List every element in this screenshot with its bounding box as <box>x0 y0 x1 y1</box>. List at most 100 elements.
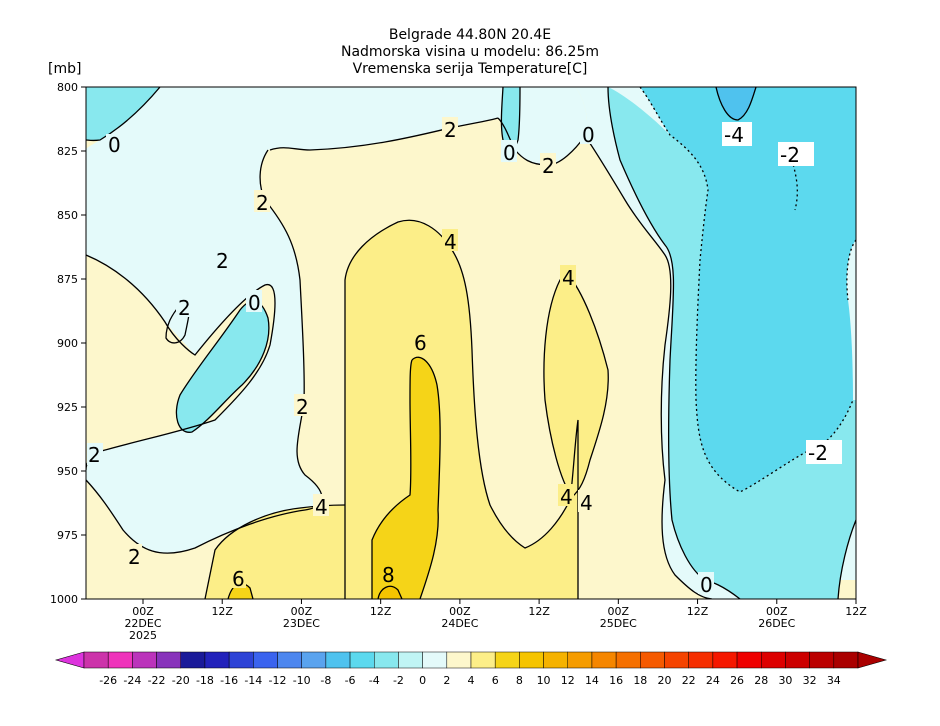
colorbar-label: 24 <box>706 674 720 687</box>
svg-text:2: 2 <box>128 545 141 569</box>
colorbar-swatch <box>688 651 714 669</box>
colorbar-swatch <box>712 651 738 669</box>
chart-title-line-1: Belgrade 44.80N 20.4E <box>389 27 551 43</box>
svg-text:-4: -4 <box>724 123 744 147</box>
svg-text:6: 6 <box>414 331 427 355</box>
contour-label: 6 <box>412 330 428 355</box>
contour-2-main <box>86 254 276 471</box>
x-tick-label: 00Z <box>449 605 471 618</box>
band-minus2-0-pocket <box>176 301 269 433</box>
colorbar-swatch <box>567 651 593 669</box>
colorbar-label: 22 <box>682 674 696 687</box>
colorbar-high-arrow <box>857 651 888 669</box>
colorbar-label: 14 <box>585 674 599 687</box>
contour-label: 2 <box>216 249 229 273</box>
colorbar-label: -22 <box>148 674 166 687</box>
colorbar-label: 20 <box>658 674 672 687</box>
colorbar-label: -8 <box>320 674 331 687</box>
colorbar-label: 18 <box>633 674 647 687</box>
colorbar-swatch <box>156 651 181 669</box>
colorbar-swatch <box>180 651 206 669</box>
colorbar-swatch <box>325 651 351 669</box>
contour-label: 2 <box>176 295 192 320</box>
colorbar-swatch <box>83 651 109 669</box>
contour-2-central <box>86 149 323 554</box>
colorbar-swatch <box>398 651 423 669</box>
colorbar-swatch <box>615 651 641 669</box>
x-tick-date: 23DEC <box>283 617 320 630</box>
band-6-8 <box>372 357 441 599</box>
colorbar-label: -14 <box>244 674 262 687</box>
colorbar-swatch <box>470 651 496 669</box>
contour-label: 6 <box>230 566 246 591</box>
colorbar-swatch <box>446 651 472 669</box>
colorbar-swatch <box>107 651 133 669</box>
y-tick-label: 900 <box>57 337 78 350</box>
contour-label: -2 <box>806 440 842 465</box>
colorbar-swatch <box>519 651 544 669</box>
contour-minus2-dotted-right <box>846 239 856 301</box>
contour-label: 2 <box>294 394 310 419</box>
colorbar-label: 32 <box>803 674 817 687</box>
colorbar-swatch <box>494 651 520 669</box>
x-tick-date: 25DEC <box>600 617 637 630</box>
svg-text:0: 0 <box>700 573 713 597</box>
band-4-6-right <box>543 275 609 497</box>
band-minus2-0-top <box>501 87 520 149</box>
contour-6-center <box>411 356 441 599</box>
x-tick-label: 12Z <box>687 605 709 618</box>
colorbar-swatch <box>422 651 448 669</box>
colorbar-swatch <box>277 651 302 669</box>
contour-label: 8 <box>380 562 396 587</box>
y-tick-label: 975 <box>57 529 78 542</box>
chart-title-line-2: Nadmorska visina u modelu: 86.25m <box>341 44 599 60</box>
y-tick-label: 1000 <box>50 593 78 606</box>
colorbar-label: 8 <box>516 674 523 687</box>
colorbar-swatch <box>785 651 810 669</box>
contour-0-left <box>86 87 161 142</box>
y-axis: 800 825 850 875 900 925 950 975 1000 <box>50 81 86 606</box>
colorbar-label: -18 <box>196 674 214 687</box>
colorbar-label: -20 <box>172 674 190 687</box>
contour-8-small <box>377 585 403 599</box>
svg-text:2: 2 <box>444 118 457 142</box>
contour-label: 2 <box>540 153 556 178</box>
contour-label: 4 <box>442 229 458 254</box>
colorbar-label: 34 <box>827 674 841 687</box>
contour-2-mid <box>497 117 586 166</box>
y-axis-label: [mb] <box>48 61 81 77</box>
colorbar-label: 30 <box>778 674 792 687</box>
svg-text:0: 0 <box>108 133 121 157</box>
contour-label: 2 <box>254 190 270 215</box>
colorbar-label: 28 <box>754 674 768 687</box>
y-tick-label: 850 <box>57 209 78 222</box>
x-tick-label: 12Z <box>211 605 233 618</box>
contour-0-pocket <box>175 300 270 433</box>
colorbar-label: -4 <box>369 674 380 687</box>
svg-text:0: 0 <box>582 123 595 147</box>
colorbar-label: 10 <box>537 674 551 687</box>
x-tick-year: 2025 <box>129 629 157 642</box>
x-tick-date: 22DEC <box>124 617 161 630</box>
contour-minus2-dotted <box>639 87 854 493</box>
contour-label: 4 <box>558 484 574 509</box>
y-tick-label: 825 <box>57 145 78 158</box>
band-minus4-minus2 <box>640 87 856 492</box>
contour-label: 0 <box>580 122 596 147</box>
contour-label: 2 <box>442 117 458 142</box>
colorbar-label: -6 <box>345 674 356 687</box>
band-minus2-0-left <box>86 87 160 140</box>
colorbar-label: -16 <box>220 674 238 687</box>
colorbar: -26 -24 -22 -20 -18 -16 -14 -12 -10 -8 -6 -4 -2 0 2 4 6 8… <box>54 651 888 687</box>
colorbar-label: 12 <box>561 674 575 687</box>
colorbar-swatch <box>736 651 762 669</box>
svg-text:-2: -2 <box>780 143 800 167</box>
colorbar-swatch <box>374 651 399 669</box>
x-tick-label: 12Z <box>528 605 550 618</box>
contour-label: 0 <box>246 290 262 315</box>
contour-2-upper <box>269 117 499 151</box>
colorbar-swatch <box>809 651 835 669</box>
colorbar-label: 0 <box>419 674 426 687</box>
colorbar-label: 16 <box>609 674 623 687</box>
